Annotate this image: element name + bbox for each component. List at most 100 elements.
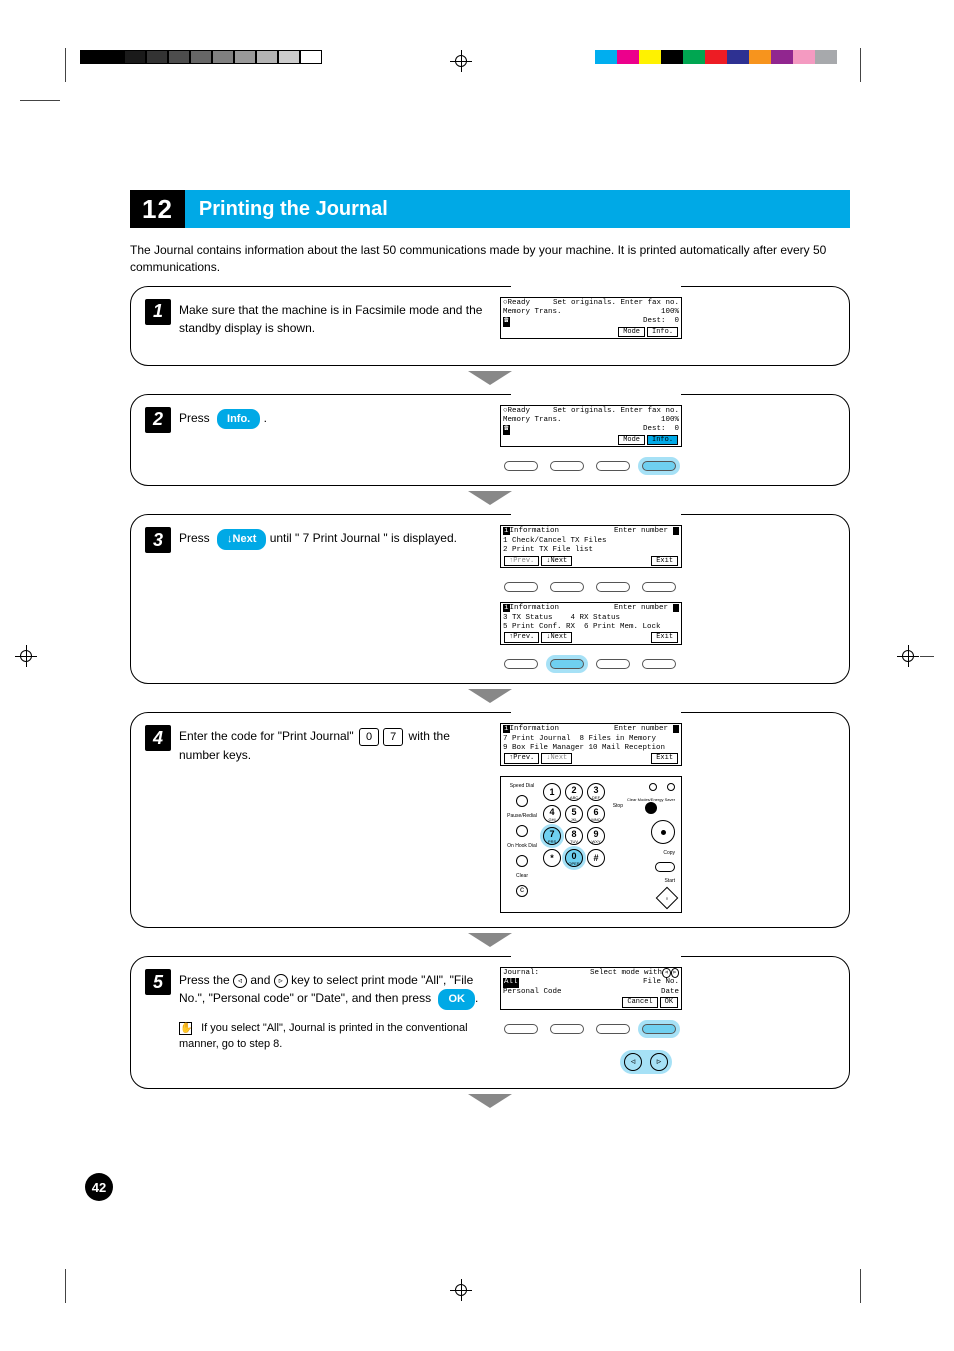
clear-button[interactable]: c xyxy=(516,885,528,897)
softkey-highlighted[interactable] xyxy=(550,659,584,669)
info-softbutton[interactable]: Info. xyxy=(647,435,678,446)
grayscale-strip xyxy=(80,50,322,64)
step-text: Press ↓Next until " 7 Print Journal " is… xyxy=(179,531,457,545)
lcd-screen: Journal:Select mode with◃▹ AllFile No. P… xyxy=(500,967,682,1010)
copy-button[interactable] xyxy=(655,862,675,872)
softkey[interactable] xyxy=(550,582,584,592)
pause-redial-button[interactable] xyxy=(516,825,528,837)
softkeys xyxy=(504,461,676,471)
numkey-4[interactable]: 4GHI xyxy=(543,805,561,823)
start-button[interactable]: ◦ xyxy=(656,887,679,910)
softkey-highlighted[interactable] xyxy=(642,1024,676,1034)
softkey[interactable] xyxy=(550,461,584,471)
lcd-screen: ○ReadySet originals. Enter fax no. Memor… xyxy=(500,297,682,340)
left-arrow-button[interactable]: ◃ xyxy=(624,1053,642,1071)
step-note: ✋ If you select "All", Journal is printe… xyxy=(179,1020,490,1053)
softkey[interactable] xyxy=(504,461,538,471)
numkey-7[interactable]: 7PRS xyxy=(543,827,561,845)
softkey[interactable] xyxy=(504,582,538,592)
numkey-#[interactable]: # xyxy=(587,849,605,867)
step-4: 4 Enter the code for "Print Journal" 07 … xyxy=(130,712,850,928)
lcd-screen: ○ReadySet originals. Enter fax no. Memor… xyxy=(500,405,682,448)
lcd-screen: iInformationEnter number 3 TX Status 4 R… xyxy=(500,602,682,645)
key-0: 0 xyxy=(359,728,379,747)
key-7: 7 xyxy=(383,728,403,747)
step-number: 4 xyxy=(145,725,171,751)
step-number: 5 xyxy=(145,969,171,995)
step-text: Press Info. . xyxy=(179,411,267,425)
softkey[interactable] xyxy=(596,1024,630,1034)
numkey-3[interactable]: 3DEF xyxy=(587,783,605,801)
number-keys: 12ABC3DEF 4GHI5JKL6MNO 7PRS8TUV9WXY *0OPER# xyxy=(543,783,605,867)
section-header: 12 Printing the Journal xyxy=(130,190,850,228)
step-text: Press the ◃ and ▹ key to select print mo… xyxy=(179,973,478,1005)
step-3: 3 Press ↓Next until " 7 Print Journal " … xyxy=(130,514,850,684)
step-number: 3 xyxy=(145,527,171,553)
softkey[interactable] xyxy=(550,1024,584,1034)
right-arrow-icon: ▹ xyxy=(274,974,288,988)
crop-line xyxy=(920,656,934,657)
softkey[interactable] xyxy=(596,461,630,471)
down-arrow-icon xyxy=(468,491,512,505)
step-number: 2 xyxy=(145,407,171,433)
arrow-buttons: ◃ ▹ xyxy=(620,1050,672,1074)
crop-line xyxy=(65,48,66,82)
registration-mark xyxy=(897,645,919,667)
numkey-1[interactable]: 1 xyxy=(543,783,561,801)
step-2: 2 Press Info. . ○ReadySet originals. Ent… xyxy=(130,394,850,487)
numkey-6[interactable]: 6MNO xyxy=(587,805,605,823)
numkey-9[interactable]: 9WXY xyxy=(587,827,605,845)
crop-line xyxy=(20,100,60,101)
crop-line xyxy=(65,1269,66,1303)
intro-text: The Journal contains information about t… xyxy=(130,242,850,276)
lcd-screen: iInformationEnter number 1 Check/Cancel … xyxy=(500,525,682,568)
stop-dial[interactable] xyxy=(651,820,675,844)
numkey-2[interactable]: 2ABC xyxy=(565,783,583,801)
crop-line xyxy=(860,1269,861,1303)
softkeys xyxy=(504,1024,676,1034)
softkey[interactable] xyxy=(596,659,630,669)
numkey-0[interactable]: 0OPER xyxy=(565,849,583,867)
keypad: Speed Dial Pause/Redial On Hook Dial Cle… xyxy=(500,776,682,913)
numkey-*[interactable]: * xyxy=(543,849,561,867)
indicator-icon xyxy=(667,783,675,791)
softkey-highlighted[interactable] xyxy=(642,461,676,471)
softkey[interactable] xyxy=(642,582,676,592)
section-title-bar: Printing the Journal xyxy=(185,190,850,228)
numkey-8[interactable]: 8TUV xyxy=(565,827,583,845)
registration-mark xyxy=(450,1279,472,1301)
softkeys xyxy=(504,582,676,592)
step-5: 5 Press the ◃ and ▹ key to select print … xyxy=(130,956,850,1089)
info-button-label: Info. xyxy=(217,409,260,430)
indicator-icon xyxy=(649,783,657,791)
down-arrow-icon xyxy=(468,689,512,703)
softkey[interactable] xyxy=(504,659,538,669)
softkey[interactable] xyxy=(642,659,676,669)
softkey[interactable] xyxy=(504,1024,538,1034)
clear-modes-button[interactable] xyxy=(645,802,657,814)
registration-mark xyxy=(15,645,37,667)
page-number: 42 xyxy=(85,1173,113,1201)
down-arrow-icon xyxy=(468,1094,512,1108)
down-arrow-icon xyxy=(468,933,512,947)
ok-button-label: OK xyxy=(438,989,475,1010)
numkey-5[interactable]: 5JKL xyxy=(565,805,583,823)
softkey[interactable] xyxy=(596,582,630,592)
on-hook-dial-button[interactable] xyxy=(516,855,528,867)
right-arrow-button[interactable]: ▹ xyxy=(650,1053,668,1071)
next-button-label: ↓Next xyxy=(217,529,266,550)
step-1: 1 Make sure that the machine is in Facsi… xyxy=(130,286,850,366)
step-number: 1 xyxy=(145,299,171,325)
lcd-screen: iInformationEnter number 7 Print Journal… xyxy=(500,723,682,766)
section-number-tab: 12 xyxy=(130,190,185,228)
page-content: 12 Printing the Journal The Journal cont… xyxy=(130,190,850,1099)
color-strip xyxy=(595,50,837,64)
down-arrow-icon xyxy=(468,371,512,385)
step-text: Make sure that the machine is in Facsimi… xyxy=(179,303,482,335)
crop-line xyxy=(860,48,861,82)
step-text: Enter the code for "Print Journal" 07 wi… xyxy=(179,729,450,762)
softkeys xyxy=(504,659,676,669)
registration-mark xyxy=(450,50,472,72)
left-arrow-icon: ◃ xyxy=(233,974,247,988)
speed-dial-button[interactable] xyxy=(516,795,528,807)
